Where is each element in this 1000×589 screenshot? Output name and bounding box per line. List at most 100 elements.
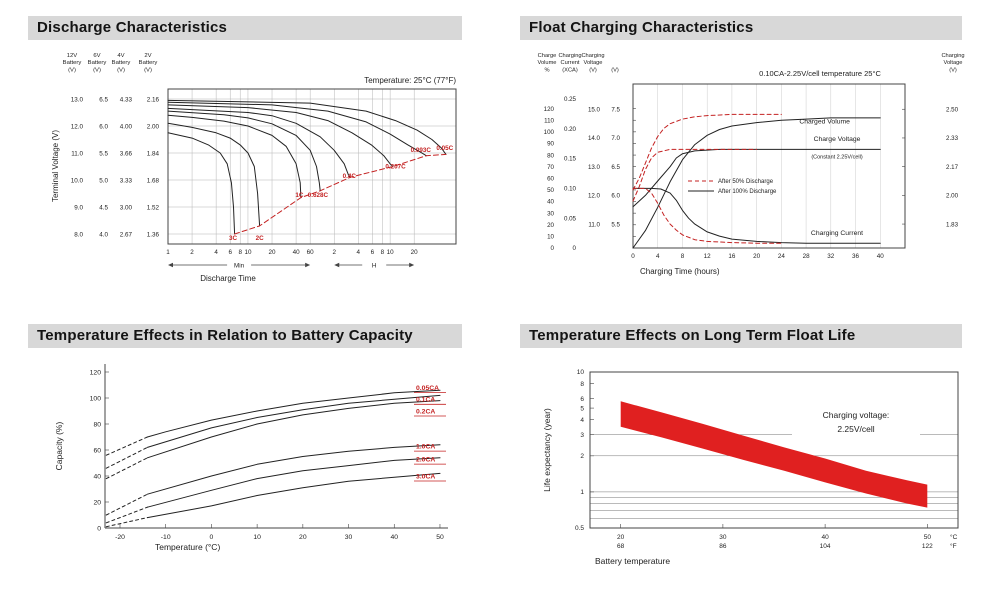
series-1C bbox=[167, 114, 302, 199]
svg-text:110: 110 bbox=[544, 117, 554, 124]
svg-text:10: 10 bbox=[387, 249, 395, 256]
svg-text:40: 40 bbox=[877, 253, 885, 260]
svg-text:50: 50 bbox=[436, 534, 444, 541]
svg-text:0.05CA: 0.05CA bbox=[416, 385, 439, 392]
series-0.2CA bbox=[146, 400, 441, 459]
series bbox=[632, 113, 782, 191]
svg-text:Charging: Charging bbox=[581, 53, 604, 59]
svg-text:1.83: 1.83 bbox=[946, 221, 959, 228]
svg-text:8: 8 bbox=[238, 249, 242, 256]
svg-text:-10: -10 bbox=[161, 534, 171, 541]
panel-float-life: Temperature Effects on Long Term Float L… bbox=[520, 324, 982, 587]
svg-text:(XCA): (XCA) bbox=[562, 67, 578, 73]
svg-text:86: 86 bbox=[719, 543, 727, 550]
svg-text:2.00: 2.00 bbox=[147, 123, 160, 130]
svg-text:Charging voltage:: Charging voltage: bbox=[823, 410, 890, 420]
svg-text:50: 50 bbox=[924, 534, 932, 541]
svg-text:70: 70 bbox=[547, 164, 554, 171]
svg-text:20: 20 bbox=[411, 249, 419, 256]
svg-text:13.0: 13.0 bbox=[588, 164, 601, 171]
svg-text:68: 68 bbox=[617, 543, 625, 550]
series bbox=[632, 187, 782, 244]
svg-text:0.1CA: 0.1CA bbox=[416, 397, 435, 404]
svg-text:H: H bbox=[372, 262, 377, 269]
series-3C bbox=[167, 132, 236, 235]
svg-text:2C: 2C bbox=[256, 235, 265, 242]
series-1.0CA-ext bbox=[105, 493, 148, 516]
svg-text:10: 10 bbox=[547, 234, 554, 241]
svg-text:9.0: 9.0 bbox=[74, 204, 83, 211]
svg-text:16: 16 bbox=[728, 253, 736, 260]
svg-text:50: 50 bbox=[547, 187, 554, 194]
svg-text:Voltage: Voltage bbox=[944, 60, 963, 66]
svg-text:3C: 3C bbox=[229, 235, 238, 242]
svg-text:1: 1 bbox=[580, 489, 584, 496]
series bbox=[632, 148, 758, 202]
svg-text:100: 100 bbox=[90, 395, 102, 402]
svg-text:100: 100 bbox=[544, 129, 555, 136]
svg-text:14.0: 14.0 bbox=[588, 135, 601, 142]
panel-temp-capacity: Temperature Effects in Relation to Batte… bbox=[28, 324, 483, 587]
svg-text:0.5: 0.5 bbox=[575, 525, 584, 532]
svg-text:13.0: 13.0 bbox=[71, 96, 84, 103]
svg-text:10: 10 bbox=[253, 534, 261, 541]
panel-discharge: Discharge Characteristics 1 2 4 6 8 10 20 40 60 2… bbox=[28, 16, 483, 308]
series bbox=[632, 117, 881, 249]
svg-text:Charging Current: Charging Current bbox=[811, 230, 863, 237]
svg-text:After 50% Discharge: After 50% Discharge bbox=[718, 179, 774, 185]
svg-text:2.17: 2.17 bbox=[946, 164, 959, 171]
svg-text:Temperature: 25°C (77°F): Temperature: 25°C (77°F) bbox=[364, 76, 456, 85]
svg-text:Charged Volume: Charged Volume bbox=[799, 119, 850, 126]
svg-text:2: 2 bbox=[332, 249, 336, 256]
series bbox=[632, 148, 881, 208]
svg-text:80: 80 bbox=[93, 421, 101, 428]
svg-text:2V: 2V bbox=[144, 53, 151, 59]
svg-text:Charge: Charge bbox=[538, 53, 557, 59]
svg-text:Min: Min bbox=[234, 262, 245, 269]
svg-text:40: 40 bbox=[93, 473, 101, 480]
svg-text:4: 4 bbox=[580, 417, 584, 424]
series-discharge-cutoff bbox=[234, 153, 447, 235]
svg-text:40: 40 bbox=[390, 534, 398, 541]
svg-text:30: 30 bbox=[547, 210, 554, 217]
svg-text:36: 36 bbox=[852, 253, 860, 260]
svg-text:0.20: 0.20 bbox=[564, 126, 577, 133]
svg-text:Battery temperature: Battery temperature bbox=[595, 556, 670, 566]
svg-text:2.00: 2.00 bbox=[946, 193, 959, 200]
svg-text:104: 104 bbox=[820, 543, 831, 550]
series-0.1CA bbox=[146, 394, 441, 448]
series-2.0CA-ext bbox=[105, 506, 148, 524]
svg-text:Charging Time (hours): Charging Time (hours) bbox=[640, 267, 720, 276]
svg-text:12.0: 12.0 bbox=[71, 123, 84, 130]
svg-text:4.0: 4.0 bbox=[99, 231, 108, 238]
discharge-title: Discharge Characteristics bbox=[28, 16, 462, 40]
svg-text:(V): (V) bbox=[611, 67, 619, 73]
svg-text:4.33: 4.33 bbox=[120, 96, 133, 103]
svg-text:8.0: 8.0 bbox=[74, 231, 83, 238]
svg-text:15.0: 15.0 bbox=[588, 106, 601, 113]
svg-text:122: 122 bbox=[922, 543, 933, 550]
svg-text:4: 4 bbox=[656, 253, 660, 260]
series bbox=[632, 187, 881, 244]
svg-text:8: 8 bbox=[681, 253, 685, 260]
svg-text:0.05: 0.05 bbox=[564, 215, 577, 222]
series-0.2CA-ext bbox=[105, 457, 148, 480]
temp-capacity-title: Temperature Effects in Relation to Batte… bbox=[28, 324, 462, 348]
svg-text:(Constant 2.25V/cell): (Constant 2.25V/cell) bbox=[811, 155, 863, 161]
svg-text:7.0: 7.0 bbox=[611, 135, 620, 142]
svg-text:(V): (V) bbox=[68, 67, 76, 73]
svg-text:20: 20 bbox=[269, 249, 277, 256]
svg-text:7.5: 7.5 bbox=[611, 106, 620, 113]
svg-text:1.52: 1.52 bbox=[147, 204, 160, 211]
series-2.0CA bbox=[146, 457, 441, 508]
svg-text:Capacity (%): Capacity (%) bbox=[54, 422, 64, 471]
svg-text:0: 0 bbox=[210, 534, 214, 541]
svg-text:Volume: Volume bbox=[538, 60, 557, 66]
svg-text:10: 10 bbox=[244, 249, 252, 256]
svg-text:40: 40 bbox=[293, 249, 301, 256]
svg-text:12.0: 12.0 bbox=[588, 193, 601, 200]
svg-text:3.33: 3.33 bbox=[120, 177, 133, 184]
svg-text:Charging: Charging bbox=[941, 53, 964, 59]
svg-text:0: 0 bbox=[551, 245, 555, 252]
